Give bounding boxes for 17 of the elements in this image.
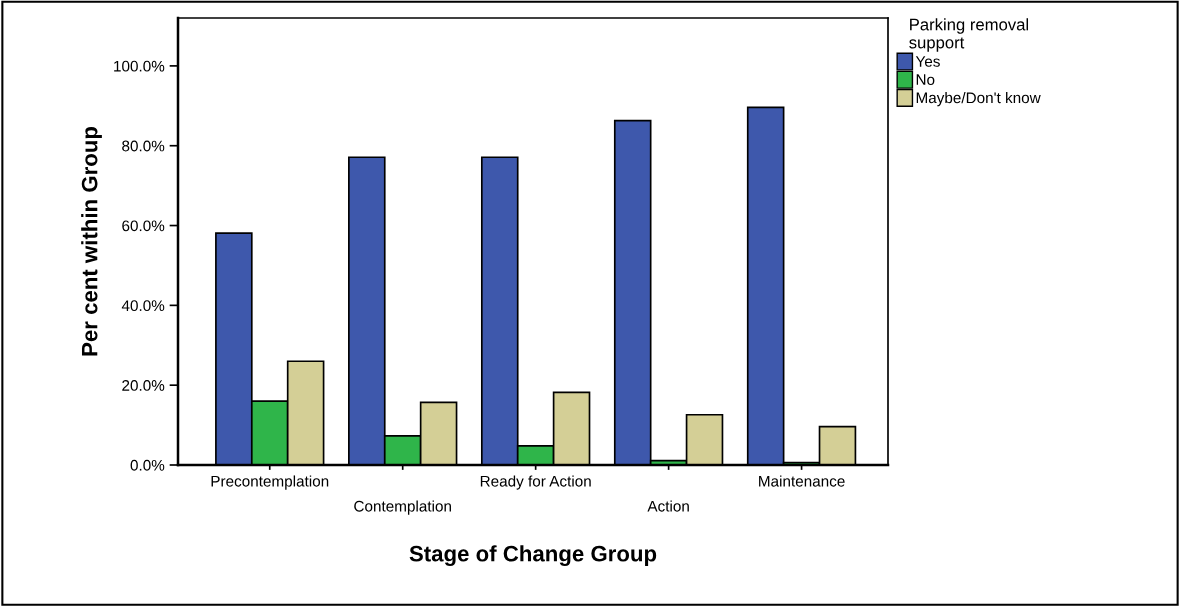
legend-title: Parking removal support xyxy=(909,18,1029,52)
y-tick-label: 80.0% xyxy=(122,140,165,152)
legend-label: Yes xyxy=(915,56,940,67)
y-tick-label: 100.0% xyxy=(114,60,165,72)
legend-label: Maybe/Don't know xyxy=(916,91,1041,107)
x-axis-title: Stage of Change Group xyxy=(409,545,657,567)
x-tick-label: Ready for Action xyxy=(480,475,591,490)
x-tick-label: Contemplation xyxy=(354,500,451,515)
x-tick-label: Maintenance xyxy=(759,475,845,487)
y-axis-title: Per cent within Group xyxy=(81,126,102,356)
x-tick-label: Action xyxy=(647,500,689,512)
y-tick-label: 40.0% xyxy=(121,300,165,312)
y-tick-label: 20.0% xyxy=(122,380,165,391)
y-tick-label: 60.0% xyxy=(122,220,165,232)
x-tick-label: Precontemplation xyxy=(211,475,329,490)
legend-label: No xyxy=(916,74,935,86)
y-tick-label: 0.0% xyxy=(130,459,165,471)
